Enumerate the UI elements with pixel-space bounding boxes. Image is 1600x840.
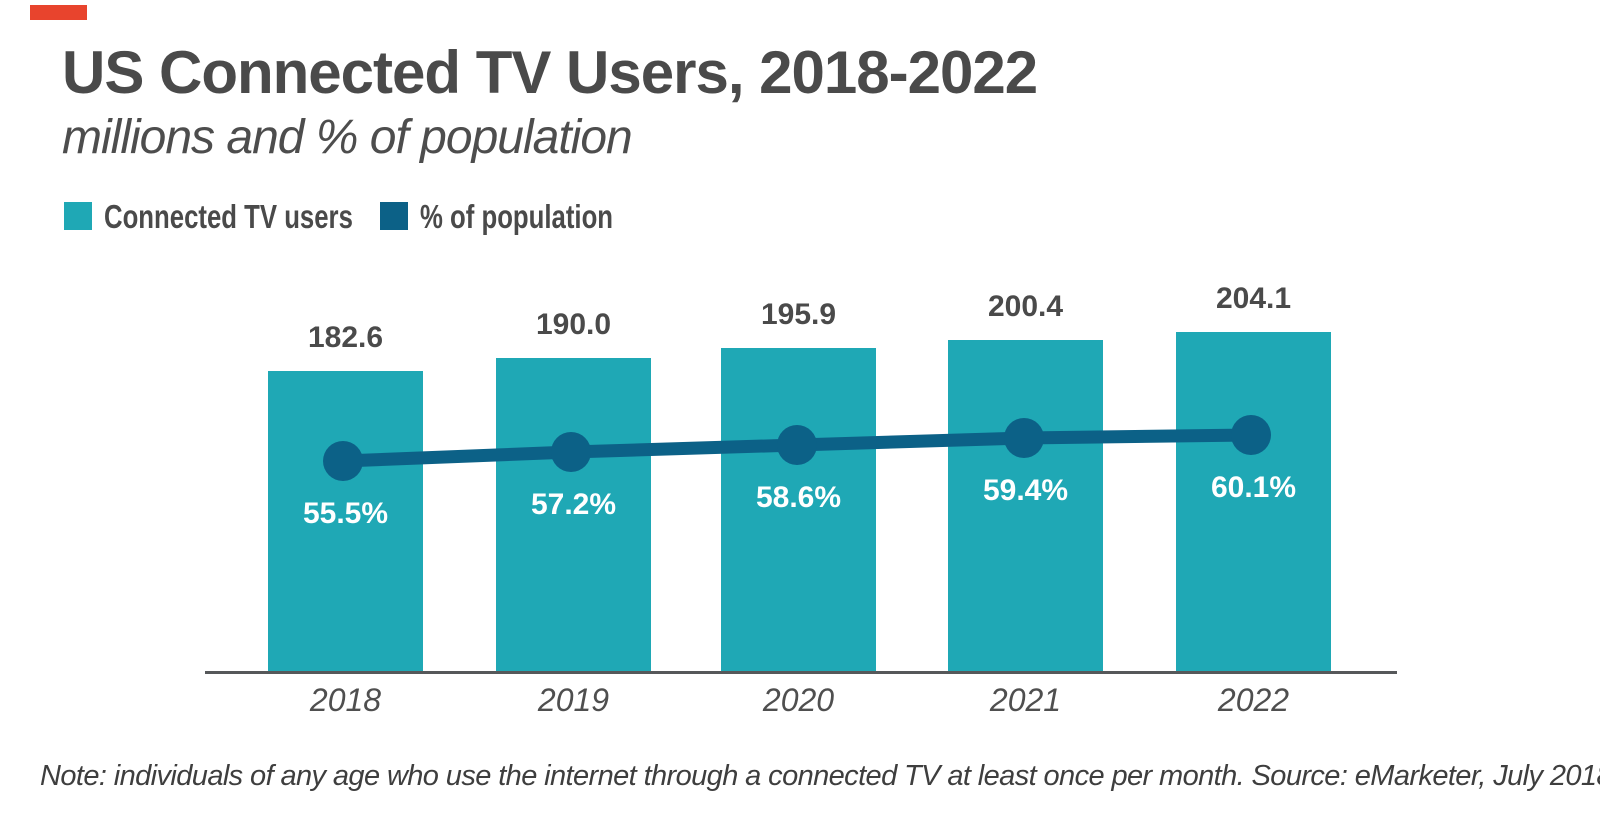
legend-swatch-connected-tv-users bbox=[64, 202, 92, 230]
footnote: Note: individuals of any age who use the… bbox=[40, 760, 1600, 792]
x-tick-2021: 2021 bbox=[989, 682, 1062, 718]
x-tick-2019: 2019 bbox=[537, 682, 610, 718]
pct-label-2022: 60.1% bbox=[1210, 471, 1297, 504]
bar-value-2019: 190.0 bbox=[535, 308, 612, 341]
legend: Connected TV users % of population bbox=[0, 0, 1600, 240]
x-tick-2020: 2020 bbox=[762, 682, 835, 718]
pct-point-2018 bbox=[323, 441, 363, 481]
bar-value-2020: 195.9 bbox=[760, 298, 837, 331]
legend-label-pct-of-population: % of population bbox=[420, 198, 614, 235]
legend-label-connected-tv-users: Connected TV users bbox=[104, 198, 353, 235]
brand-accent-bar bbox=[30, 5, 87, 20]
pct-label-2019: 57.2% bbox=[530, 488, 617, 521]
page-subtitle: millions and % of population bbox=[62, 111, 633, 164]
pct-point-2020 bbox=[777, 425, 817, 465]
pct-label-2020: 58.6% bbox=[755, 481, 842, 514]
bar-2018 bbox=[268, 371, 423, 673]
pct-point-2022 bbox=[1231, 415, 1271, 455]
page-title: US Connected TV Users, 2018-2022 bbox=[62, 39, 1038, 106]
bar-value-2018: 182.6 bbox=[307, 321, 384, 354]
pct-point-2019 bbox=[551, 432, 591, 472]
bar-2019 bbox=[496, 358, 651, 673]
bar-value-2022: 204.1 bbox=[1215, 282, 1292, 315]
x-axis-line bbox=[205, 671, 1397, 674]
x-tick-2022: 2022 bbox=[1217, 682, 1290, 718]
pct-label-2018: 55.5% bbox=[302, 497, 389, 530]
bar-2021 bbox=[948, 340, 1103, 673]
pct-point-2021 bbox=[1004, 418, 1044, 458]
bar-2020 bbox=[721, 348, 876, 673]
pct-label-2021: 59.4% bbox=[982, 474, 1069, 507]
bar-2022 bbox=[1176, 332, 1331, 673]
bar-value-2021: 200.4 bbox=[987, 290, 1064, 323]
x-tick-2018: 2018 bbox=[309, 682, 382, 718]
legend-swatch-pct-of-population bbox=[380, 202, 408, 230]
